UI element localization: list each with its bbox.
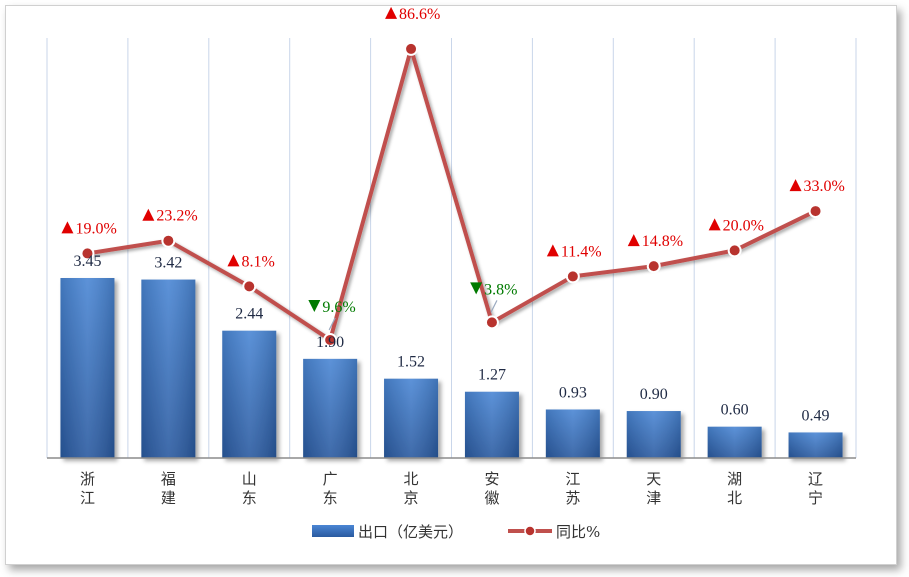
growth-value-label: 3.8% bbox=[484, 281, 517, 298]
bar bbox=[141, 279, 196, 458]
bar-shade bbox=[788, 432, 843, 458]
legend-bar-swatch bbox=[312, 525, 354, 537]
x-tick-label: 安 bbox=[484, 470, 499, 488]
up-arrow-icon bbox=[708, 218, 721, 231]
x-tick-label: 东 bbox=[242, 489, 257, 507]
x-tick-label: 湖 bbox=[727, 470, 742, 488]
bar-shade bbox=[384, 378, 439, 458]
up-arrow-icon bbox=[61, 221, 74, 234]
growth-value-label: 9.6% bbox=[322, 299, 355, 316]
x-tick-label: 京 bbox=[404, 489, 419, 507]
up-arrow-icon bbox=[142, 208, 155, 221]
bar-shade bbox=[141, 279, 196, 458]
bar-series bbox=[60, 278, 843, 458]
leader-line bbox=[328, 317, 336, 331]
x-tick-label: 建 bbox=[161, 489, 176, 507]
bar bbox=[545, 409, 600, 458]
bar-shade bbox=[60, 278, 115, 458]
growth-value-label: 14.8% bbox=[642, 233, 683, 250]
down-arrow-icon bbox=[308, 299, 321, 312]
legend-bar-label: 出口（亿美元） bbox=[358, 523, 463, 541]
x-tick-label: 徽 bbox=[484, 489, 499, 507]
bar-shade bbox=[545, 409, 600, 458]
x-tick-label: 北 bbox=[404, 470, 419, 488]
line-marker bbox=[484, 315, 499, 330]
bar bbox=[707, 426, 762, 458]
growth-value-label: 20.0% bbox=[723, 217, 764, 234]
x-tick-label: 浙 bbox=[80, 470, 95, 488]
line-marker bbox=[646, 259, 661, 274]
bar bbox=[222, 330, 277, 458]
bar bbox=[788, 432, 843, 458]
line-marker bbox=[80, 246, 95, 261]
bar-value-label: 1.90 bbox=[316, 334, 344, 351]
grid-lines bbox=[46, 38, 857, 458]
bar-value-label: 0.60 bbox=[721, 402, 749, 419]
growth-value-label: 19.0% bbox=[75, 220, 116, 237]
down-arrow-icon bbox=[470, 282, 483, 295]
bar-value-label: 3.42 bbox=[154, 255, 182, 272]
growth-value-label: 86.6% bbox=[399, 6, 440, 23]
line-marker bbox=[161, 233, 176, 248]
up-arrow-icon bbox=[385, 6, 398, 19]
bar-shade bbox=[707, 426, 762, 458]
x-tick-label: 江 bbox=[565, 470, 580, 488]
up-arrow-icon bbox=[546, 244, 559, 257]
legend: 出口（亿美元） 同比% bbox=[312, 523, 600, 541]
bar-value-label: 3.45 bbox=[73, 253, 101, 270]
x-tick-label: 北 bbox=[727, 489, 742, 507]
x-tick-label: 福 bbox=[161, 470, 176, 488]
growth-value-label: 23.2% bbox=[156, 208, 197, 225]
x-tick-label: 辽 bbox=[808, 470, 823, 488]
line-marker bbox=[323, 332, 338, 347]
bar-value-label: 2.44 bbox=[235, 306, 263, 323]
bar-shade bbox=[464, 391, 519, 458]
x-tick-label: 广 bbox=[323, 470, 338, 488]
line-marker bbox=[808, 204, 823, 219]
growth-value-label: 33.0% bbox=[804, 178, 845, 195]
legend-line-marker bbox=[524, 525, 536, 537]
line-marker bbox=[242, 279, 257, 294]
line-marker bbox=[404, 41, 419, 56]
x-tick-label: 江 bbox=[80, 489, 95, 507]
growth-value-label: 8.1% bbox=[241, 253, 274, 270]
growth-line bbox=[87, 46, 817, 342]
x-tick-label: 宁 bbox=[808, 489, 823, 507]
x-tick-label: 苏 bbox=[565, 489, 580, 507]
data-labels: 3.45 3.42 2.44 1.90 1.52 1.27 0.93 0.90 0.60 0.49… bbox=[61, 6, 845, 424]
legend-line-label: 同比% bbox=[556, 523, 600, 541]
bar-shade bbox=[222, 330, 277, 458]
bar-value-label: 1.27 bbox=[478, 367, 506, 384]
leader-line bbox=[490, 300, 498, 313]
bar-value-label: 0.49 bbox=[802, 407, 830, 424]
bar-value-label: 0.90 bbox=[640, 386, 668, 403]
up-arrow-icon bbox=[789, 179, 802, 192]
bar-shade bbox=[626, 411, 681, 458]
up-arrow-icon bbox=[627, 234, 640, 247]
x-tick-label: 天 bbox=[646, 470, 661, 488]
line-marker bbox=[727, 243, 742, 258]
bar bbox=[60, 278, 115, 458]
bar bbox=[626, 411, 681, 458]
bar bbox=[464, 391, 519, 458]
bar-shade bbox=[303, 358, 358, 458]
bar bbox=[303, 358, 358, 458]
bar-value-label: 1.52 bbox=[397, 354, 425, 371]
x-tick-label: 山 bbox=[242, 470, 257, 488]
bar bbox=[384, 378, 439, 458]
bar-value-label: 0.93 bbox=[559, 384, 587, 401]
line-series bbox=[80, 41, 823, 347]
x-tick-label: 津 bbox=[646, 489, 661, 507]
growth-value-label: 11.4% bbox=[561, 243, 602, 260]
up-arrow-icon bbox=[227, 254, 240, 267]
line-marker bbox=[565, 269, 580, 284]
x-tick-label: 东 bbox=[323, 489, 338, 507]
